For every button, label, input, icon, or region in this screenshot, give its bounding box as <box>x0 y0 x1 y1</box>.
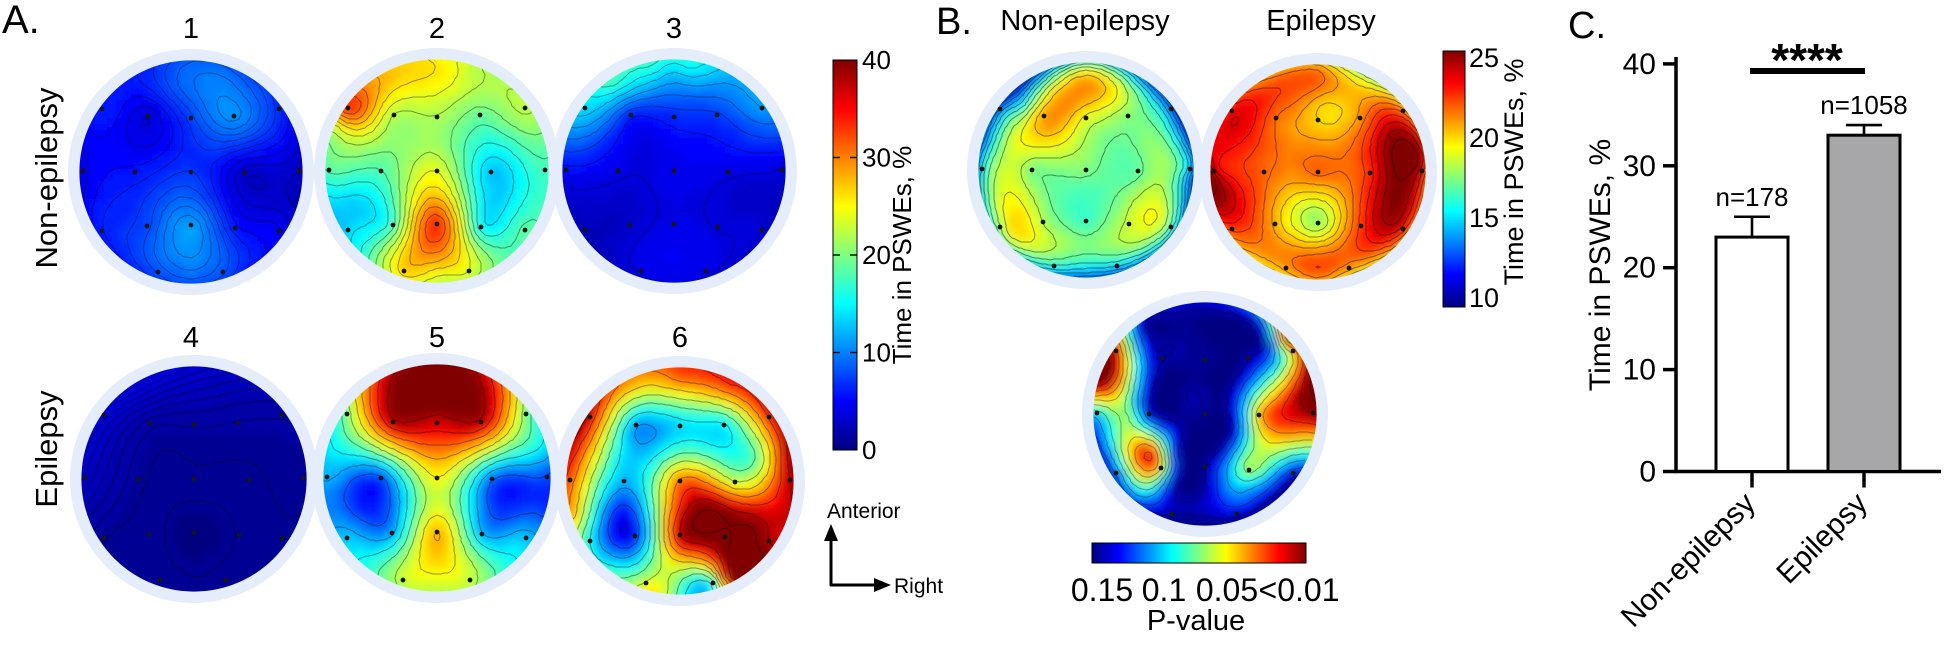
svg-text:0.15: 0.15 <box>1071 572 1133 608</box>
svg-text:Non-epilepsy: Non-epilepsy <box>1000 5 1170 37</box>
svg-text:3: 3 <box>666 13 682 45</box>
svg-text:40: 40 <box>1623 48 1656 81</box>
svg-text:Time in PSWEs, %: Time in PSWEs, % <box>1499 58 1529 285</box>
svg-text:Epilepsy: Epilepsy <box>1266 5 1376 37</box>
svg-text:B.: B. <box>936 1 972 43</box>
svg-text:0.05: 0.05 <box>1196 572 1258 608</box>
svg-text:n=178: n=178 <box>1715 182 1788 212</box>
svg-text:n=1058: n=1058 <box>1820 90 1907 120</box>
svg-text:1: 1 <box>183 13 199 45</box>
svg-text:25: 25 <box>1469 43 1499 73</box>
svg-text:Non-epilepsy: Non-epilepsy <box>29 87 64 268</box>
svg-text:Epilepsy: Epilepsy <box>29 390 64 508</box>
svg-text:10: 10 <box>1623 354 1656 387</box>
svg-text:A.: A. <box>2 0 40 42</box>
svg-text:Time in PSWEs, %: Time in PSWEs, % <box>1584 139 1617 391</box>
svg-text:0: 0 <box>862 435 876 465</box>
svg-text:<0.01: <0.01 <box>1259 572 1340 608</box>
svg-text:15: 15 <box>1469 203 1499 233</box>
svg-text:****: **** <box>1771 34 1843 86</box>
svg-text:6: 6 <box>672 322 688 354</box>
svg-text:30: 30 <box>1623 150 1656 183</box>
svg-text:5: 5 <box>429 322 445 354</box>
svg-text:10: 10 <box>862 338 891 368</box>
svg-text:20: 20 <box>1623 252 1656 285</box>
svg-text:30: 30 <box>862 143 891 173</box>
svg-text:P-value: P-value <box>1147 605 1245 637</box>
svg-text:0.1: 0.1 <box>1142 572 1186 608</box>
svg-text:Time in PSWEs, %: Time in PSWEs, % <box>887 146 917 365</box>
svg-text:20: 20 <box>1469 123 1499 153</box>
svg-text:C.: C. <box>1568 5 1606 47</box>
svg-text:2: 2 <box>429 13 445 45</box>
svg-text:10: 10 <box>1469 283 1499 313</box>
svg-text:4: 4 <box>183 322 199 354</box>
svg-text:40: 40 <box>862 45 891 75</box>
svg-text:20: 20 <box>862 240 891 270</box>
svg-text:Right: Right <box>894 575 943 598</box>
svg-text:0: 0 <box>1639 456 1656 489</box>
svg-text:Anterior: Anterior <box>827 500 901 523</box>
